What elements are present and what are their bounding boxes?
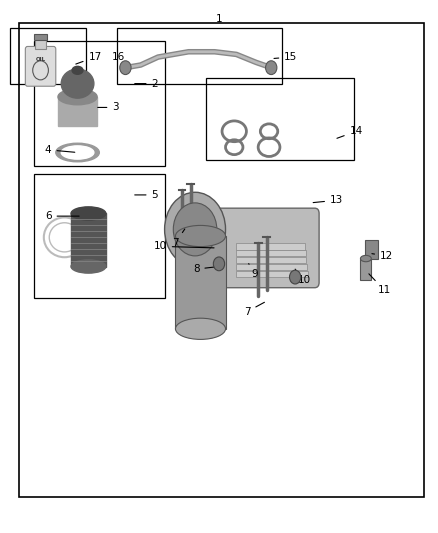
Ellipse shape — [61, 69, 94, 98]
Bar — [10, 28, 86, 84]
Ellipse shape — [56, 143, 99, 162]
Bar — [237, 271, 308, 277]
Text: 12: 12 — [372, 251, 393, 261]
Bar — [19, 22, 424, 497]
Ellipse shape — [58, 89, 97, 105]
Ellipse shape — [71, 260, 106, 273]
Ellipse shape — [165, 192, 226, 266]
FancyBboxPatch shape — [188, 208, 319, 288]
Text: 4: 4 — [45, 145, 75, 155]
Bar — [206, 78, 354, 160]
Text: 10: 10 — [154, 241, 214, 252]
Circle shape — [213, 257, 225, 271]
Text: 7: 7 — [172, 229, 185, 248]
Bar — [237, 243, 305, 249]
Bar — [237, 264, 307, 270]
Text: 7: 7 — [244, 302, 265, 317]
Text: 11: 11 — [369, 274, 391, 295]
Bar — [237, 257, 307, 263]
Ellipse shape — [71, 207, 106, 220]
Text: 6: 6 — [45, 211, 79, 221]
Text: 9: 9 — [249, 264, 258, 279]
Bar — [58, 97, 97, 126]
Text: 16: 16 — [112, 52, 125, 62]
Text: 17: 17 — [76, 52, 102, 64]
Text: 10: 10 — [295, 269, 311, 285]
Text: OIL: OIL — [35, 57, 46, 62]
Bar — [35, 38, 46, 49]
FancyBboxPatch shape — [25, 46, 56, 86]
Text: 14: 14 — [337, 126, 363, 138]
Text: 8: 8 — [193, 264, 216, 274]
Ellipse shape — [173, 203, 217, 256]
Text: 2: 2 — [135, 78, 158, 88]
Bar — [365, 240, 378, 259]
Text: 3: 3 — [98, 102, 119, 112]
Bar — [71, 214, 106, 266]
Ellipse shape — [176, 318, 226, 340]
Circle shape — [120, 61, 131, 75]
Ellipse shape — [61, 146, 94, 159]
Bar — [176, 236, 226, 329]
Ellipse shape — [176, 225, 226, 247]
Bar — [34, 34, 47, 39]
Bar — [117, 28, 282, 84]
Bar — [360, 259, 371, 280]
Ellipse shape — [360, 255, 371, 262]
Bar — [34, 174, 165, 298]
Text: 13: 13 — [313, 195, 343, 205]
Circle shape — [290, 270, 301, 284]
Circle shape — [265, 61, 277, 75]
Ellipse shape — [72, 66, 83, 74]
Bar — [237, 250, 306, 256]
Text: 1: 1 — [215, 14, 223, 24]
Bar — [34, 41, 165, 166]
Text: 5: 5 — [135, 190, 158, 200]
Text: 15: 15 — [274, 52, 297, 62]
